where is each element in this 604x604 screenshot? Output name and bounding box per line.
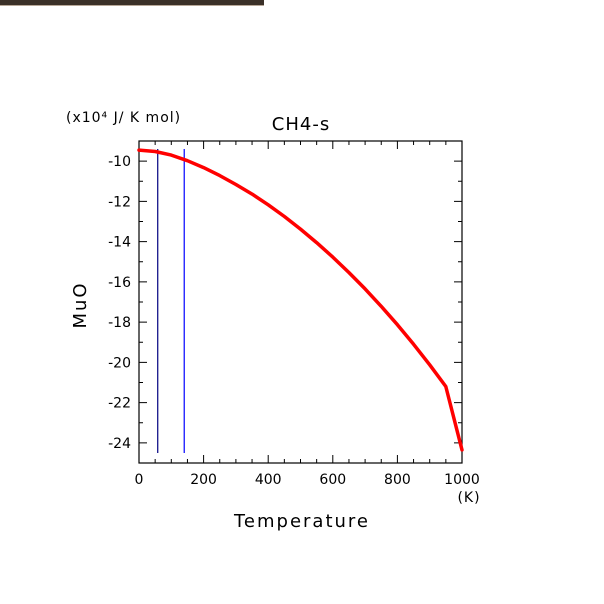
chart-title: CH4-s [272,114,330,135]
x-tick-label: 600 [319,472,346,488]
y-tick-label: -12 [108,194,131,210]
plot-frame [138,140,463,464]
series-line-1 [137,148,464,452]
y-tick-label: -18 [108,315,131,331]
x-tick-label: 0 [135,472,144,488]
y-tick-label: -10 [108,154,131,170]
y-axis-label: MuO [70,281,91,328]
y-tick-label: -16 [108,275,131,291]
window-title-bar [0,0,264,6]
x-tick-label: 200 [190,472,217,488]
x-axis-unit: (K) [457,490,480,506]
y-tick-label: -22 [108,396,131,412]
y-tick-label: -24 [108,436,131,452]
x-tick-label: 800 [384,472,411,488]
x-tick-label: 1000 [444,472,480,488]
x-axis-label: Temperature [233,511,370,532]
unit-label: (x10⁴ J/ K mol) [66,110,181,126]
y-tick-label: -14 [108,235,131,251]
y-tick-label: -20 [108,355,131,371]
x-tick-label: 400 [255,472,282,488]
